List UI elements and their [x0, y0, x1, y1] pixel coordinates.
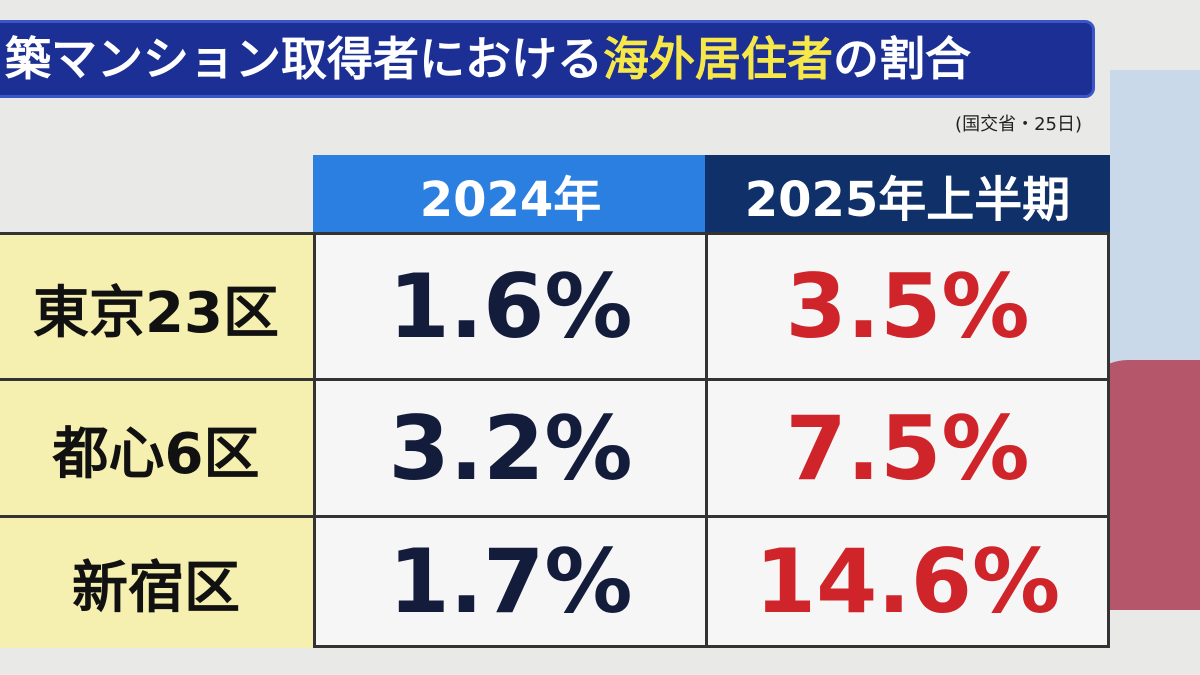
- cell-value: 3.5%: [705, 232, 1110, 381]
- row-label: 新宿区: [0, 515, 332, 648]
- title: 築マンション取得者における: [5, 32, 603, 86]
- source: (国交省・25日): [955, 114, 1082, 135]
- cell-value: 7.5%: [705, 378, 1110, 518]
- title: の割合: [833, 32, 971, 86]
- cell-value: 3.2%: [313, 378, 708, 518]
- title-highlight: 海外居住者: [603, 32, 833, 86]
- cell-value: 1.6%: [313, 232, 708, 381]
- row-label: 都心6区: [0, 378, 332, 518]
- cell-value: 14.6%: [705, 515, 1110, 648]
- title-bar: 築マンション取得者における海外居住者の割合: [0, 20, 1095, 98]
- column-header: 2025年上半期: [705, 155, 1110, 235]
- row-label: 東京23区: [0, 232, 332, 381]
- cell-value: 1.7%: [313, 515, 708, 648]
- column-header: 2024年: [313, 155, 708, 235]
